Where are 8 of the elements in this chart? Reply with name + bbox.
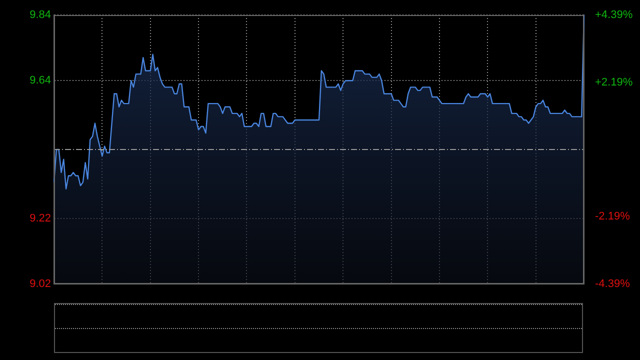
y-tick-label: 9.84 — [30, 9, 51, 22]
y2-tick-label: +2.19% — [595, 76, 633, 88]
y-tick-label: 9.64 — [30, 74, 51, 87]
y-tick-label: 9.22 — [30, 212, 51, 224]
y-tick-label: 9.02 — [30, 278, 51, 290]
y2-tick-label: -4.39% — [595, 278, 630, 290]
y2-tick-label: +4.39% — [595, 9, 633, 22]
y2-tick-label: -2.19% — [595, 210, 630, 223]
